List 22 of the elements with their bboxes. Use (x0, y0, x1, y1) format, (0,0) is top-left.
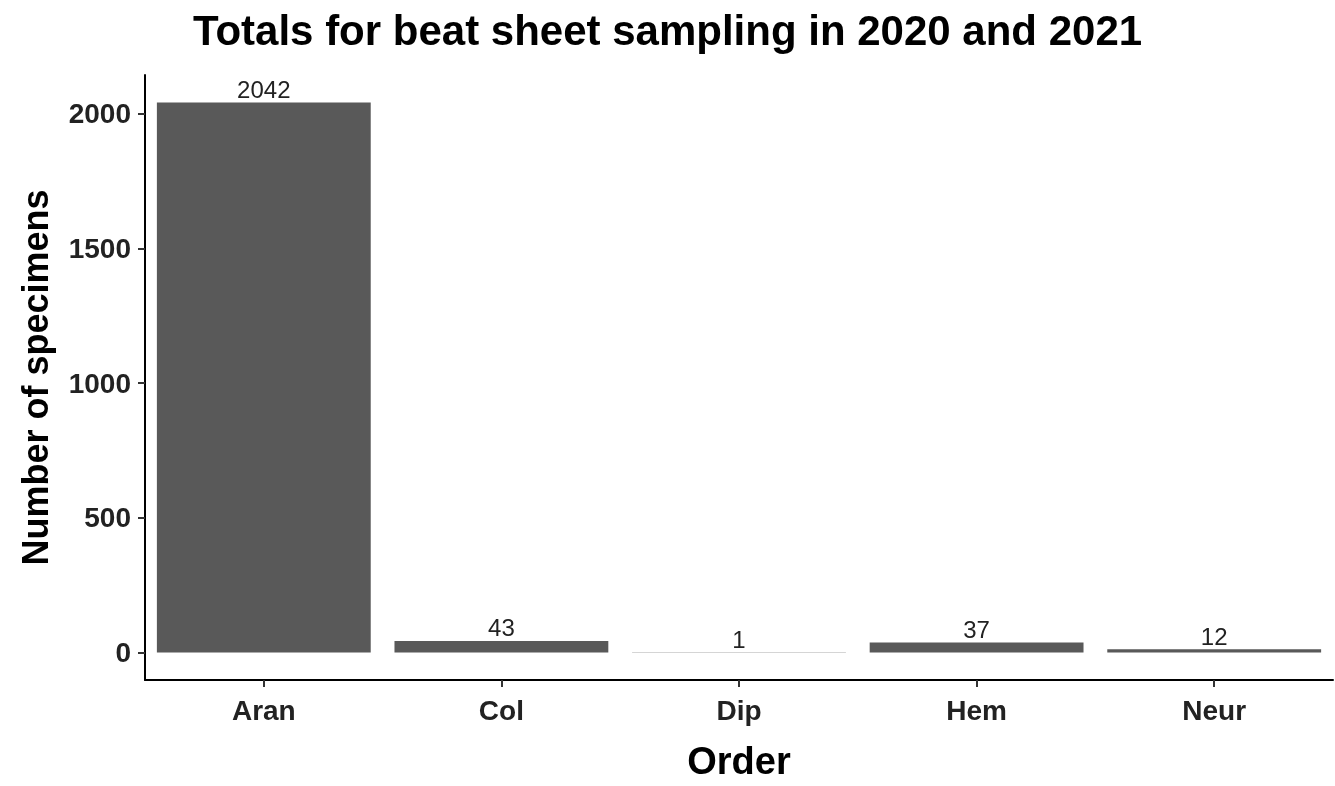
x-tick-label: Neur (1182, 694, 1247, 726)
chart-title: Totals for beat sheet sampling in 2020 and 2021 (192, 6, 1143, 54)
bar (156, 102, 371, 653)
bar (394, 640, 609, 653)
y-tick-label: 0 (115, 637, 131, 669)
bar (869, 642, 1084, 653)
x-tick-label: Dip (716, 694, 762, 726)
x-tick-label: Hem (946, 694, 1007, 726)
y-axis-title: Number of specimens (14, 189, 56, 566)
data-label: 37 (963, 616, 990, 644)
data-label: 43 (488, 614, 515, 642)
y-tick-label: 1000 (68, 367, 131, 399)
x-axis-title: Order (687, 740, 791, 782)
y-tick-label: 2000 (68, 98, 131, 130)
x-tick-label: Col (478, 694, 524, 726)
bar (1107, 649, 1322, 653)
data-label: 12 (1200, 622, 1228, 650)
data-label: 2042 (237, 75, 291, 103)
y-tick-label: 500 (84, 502, 131, 534)
data-label: 1 (732, 625, 746, 653)
x-tick-label: Aran (231, 694, 296, 726)
y-tick-label: 1500 (68, 232, 131, 264)
